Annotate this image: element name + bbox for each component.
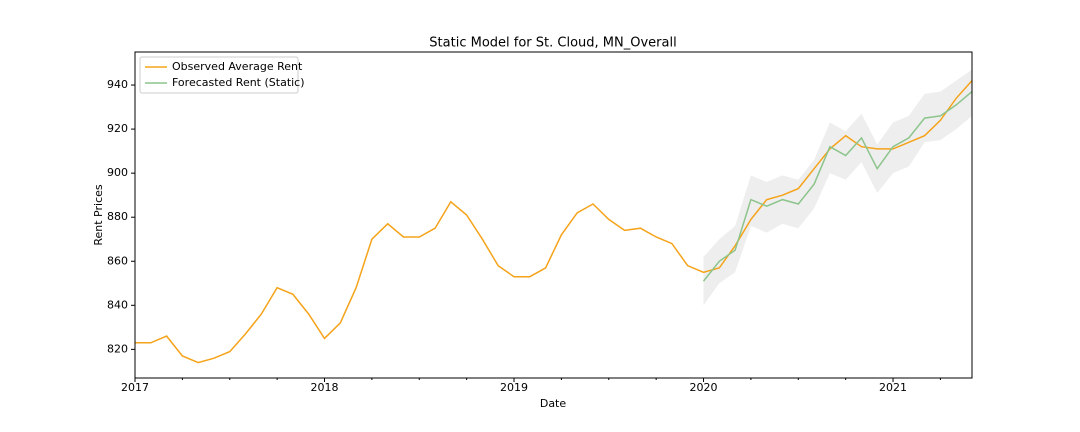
legend-label: Forecasted Rent (Static) <box>172 76 305 89</box>
x-tick-label: 2020 <box>690 381 718 394</box>
plot-frame <box>134 51 973 379</box>
x-tick-label: 2017 <box>121 381 149 394</box>
confidence-band <box>703 69 972 306</box>
y-tick-label: 820 <box>107 342 128 355</box>
y-tick-label: 900 <box>107 166 128 179</box>
y-tick-label: 860 <box>107 254 128 267</box>
legend-label: Observed Average Rent <box>172 60 303 73</box>
y-axis-label: Rent Prices <box>92 184 105 246</box>
y-tick-label: 840 <box>107 298 128 311</box>
x-tick-label: 2021 <box>879 381 907 394</box>
x-axis-label: Date <box>540 397 567 410</box>
x-tick-label: 2018 <box>311 381 339 394</box>
y-tick-label: 880 <box>107 210 128 223</box>
chart-title: Static Model for St. Cloud, MN_Overall <box>429 36 676 51</box>
series-line <box>702 91 973 282</box>
series-line <box>135 80 973 364</box>
x-tick-label: 2019 <box>500 381 528 394</box>
legend-box <box>139 56 299 94</box>
y-tick-label: 920 <box>107 122 128 135</box>
y-tick-label: 940 <box>107 78 128 91</box>
